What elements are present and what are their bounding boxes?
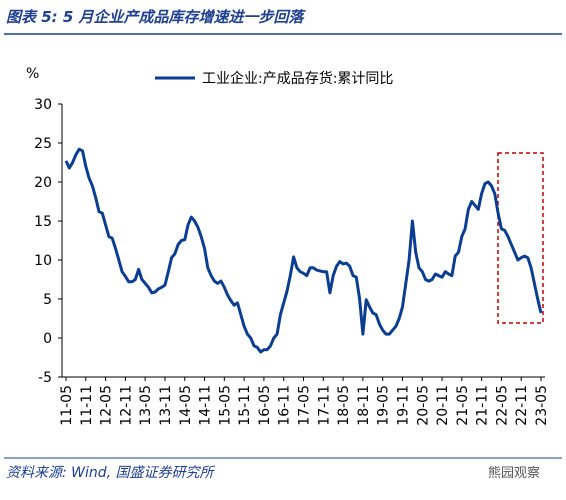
x-tick-label: 12-11	[118, 385, 134, 426]
x-tick-label: 22-11	[514, 385, 530, 426]
x-tick-label: 23-05	[534, 385, 550, 426]
x-tick-label: 20-05	[415, 385, 431, 426]
x-tick-label: 19-11	[395, 385, 411, 426]
y-tick-label: 5	[43, 292, 52, 308]
y-tick-label: 0	[43, 331, 52, 347]
x-tick-label: 13-11	[158, 385, 174, 426]
x-tick-label: 11-11	[79, 385, 95, 426]
y-unit: %	[26, 66, 39, 82]
x-tick-label: 16-11	[277, 385, 293, 426]
y-tick-label: -5	[38, 370, 52, 386]
x-tick-label: 14-11	[198, 385, 214, 426]
x-tick-label: 17-11	[316, 385, 332, 426]
x-tick-label: 15-11	[237, 385, 253, 426]
x-tick-label: 20-11	[435, 385, 451, 426]
highlight-box	[497, 152, 544, 324]
series-line	[64, 147, 543, 354]
x-tick-label: 18-11	[356, 385, 372, 426]
x-tick-label: 21-11	[475, 385, 491, 426]
x-tick-label: 13-05	[138, 385, 154, 426]
legend-label: 工业企业:产成品存货:累计同比	[202, 70, 393, 87]
x-tick-label: 22-05	[494, 385, 510, 426]
title: 图表 5: 5 月企业产成品库存增速进一步回落	[6, 8, 307, 26]
x-tick-label: 12-05	[99, 385, 115, 426]
y-tick-label: 15	[34, 214, 52, 230]
x-tick-label: 19-05	[376, 385, 392, 426]
source: 资料来源: Wind, 国盛证券研究所	[6, 465, 216, 481]
watermark: 熊园观察	[488, 465, 540, 481]
x-tick-label: 18-05	[336, 385, 352, 426]
x-tick-label: 17-05	[297, 385, 313, 426]
y-tick-label: 25	[34, 136, 52, 152]
x-tick-label: 21-05	[455, 385, 471, 426]
x-tick-label: 11-05	[59, 385, 75, 426]
x-tick-label: 14-05	[178, 385, 194, 426]
x-tick-label: 16-05	[257, 385, 273, 426]
y-tick-label: 20	[34, 175, 52, 191]
y-tick-label: 10	[34, 253, 52, 269]
y-tick-label: 30	[34, 97, 52, 113]
x-tick-label: 15-05	[217, 385, 233, 426]
